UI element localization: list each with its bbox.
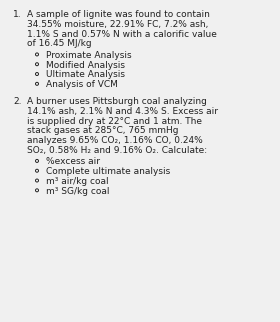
Text: 1.1% S and 0.57% N with a calorific value: 1.1% S and 0.57% N with a calorific valu… <box>27 30 217 39</box>
Text: 2.: 2. <box>13 97 22 106</box>
Text: m³ SG/kg coal: m³ SG/kg coal <box>46 187 109 195</box>
Text: m³ air/kg coal: m³ air/kg coal <box>46 177 109 186</box>
Text: %excess air: %excess air <box>46 157 100 166</box>
Text: of 16.45 MJ/kg: of 16.45 MJ/kg <box>27 39 92 48</box>
Text: Modified Analysis: Modified Analysis <box>46 61 125 70</box>
Text: A burner uses Pittsburgh coal analyzing: A burner uses Pittsburgh coal analyzing <box>27 97 207 106</box>
Text: 34.55% moisture, 22.91% FC, 7.2% ash,: 34.55% moisture, 22.91% FC, 7.2% ash, <box>27 20 208 29</box>
Text: stack gases at 285°C, 765 mmHg: stack gases at 285°C, 765 mmHg <box>27 126 179 135</box>
Text: Ultimate Analysis: Ultimate Analysis <box>46 70 125 79</box>
Text: SO₂, 0.58% H₂ and 9.16% O₂. Calculate:: SO₂, 0.58% H₂ and 9.16% O₂. Calculate: <box>27 146 207 155</box>
Text: analyzes 9.65% CO₂, 1.16% CO, 0.24%: analyzes 9.65% CO₂, 1.16% CO, 0.24% <box>27 136 203 145</box>
Text: Complete ultimate analysis: Complete ultimate analysis <box>46 167 170 176</box>
Text: Proximate Analysis: Proximate Analysis <box>46 51 132 60</box>
Text: A sample of lignite was found to contain: A sample of lignite was found to contain <box>27 10 210 19</box>
Text: is supplied dry at 22°C and 1 atm. The: is supplied dry at 22°C and 1 atm. The <box>27 117 202 126</box>
Text: 14.1% ash, 2.1% N and 4.3% S. Excess air: 14.1% ash, 2.1% N and 4.3% S. Excess air <box>27 107 218 116</box>
Text: Analysis of VCM: Analysis of VCM <box>46 80 118 89</box>
Text: 1.: 1. <box>13 10 22 19</box>
